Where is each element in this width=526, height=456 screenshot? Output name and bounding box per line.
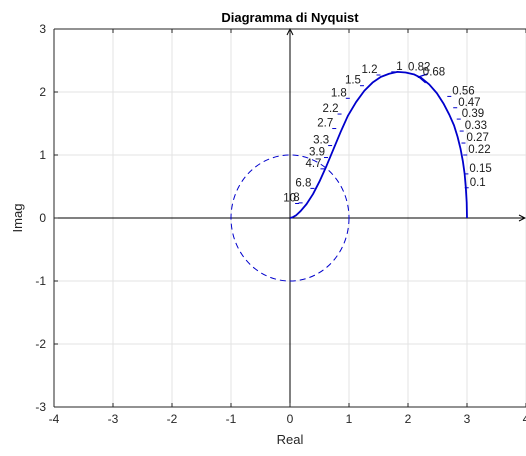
freq-label: 1 (396, 61, 402, 73)
x-tick-label: -4 (49, 412, 60, 426)
x-tick-label: -3 (108, 412, 119, 426)
freq-label: 0.68 (423, 67, 445, 79)
freq-label: 8 (293, 192, 299, 204)
x-tick-label: 4 (523, 412, 526, 426)
freq-label: 1.2 (362, 64, 378, 76)
freq-label: 3.3 (313, 135, 329, 147)
frequency-labels: 0.1 0.15 0.220.270.330.390.470.56 0.680.82 1… (283, 61, 492, 205)
freq-label: 4.7 (305, 158, 321, 170)
x-tick-label: 3 (464, 412, 471, 426)
freq-label: 0.22 (468, 144, 490, 156)
freq-label: 10 (283, 193, 296, 205)
freq-label: 0.39 (462, 108, 484, 120)
y-axis-title: Imag (10, 204, 25, 233)
freq-label: 1.8 (331, 87, 347, 99)
nyquist-curve (289, 70, 468, 219)
chart-title: Diagramma di Nyquist (221, 10, 359, 25)
x-tick-label: 0 (287, 412, 294, 426)
x-tick-label: -2 (167, 412, 178, 426)
y-tick-label: 0 (39, 211, 46, 225)
y-tick-label: -3 (35, 400, 46, 414)
series-group (230, 70, 468, 282)
freq-label: 0.1 (470, 177, 486, 189)
freq-label: 0.82 (408, 61, 430, 73)
freq-label: 2.7 (317, 118, 333, 130)
freq-label: 0.56 (452, 85, 474, 97)
direction-arrow (417, 73, 428, 84)
freq-label: 0.27 (466, 132, 488, 144)
freq-label: 0.15 (469, 163, 491, 175)
freq-label: 1.5 (345, 75, 361, 87)
unit-circle-dashed (230, 154, 350, 282)
y-tick-label: -1 (35, 274, 46, 288)
x-tick-label: 1 (346, 412, 353, 426)
y-tick-label: -2 (35, 337, 46, 351)
y-tick-label: 1 (39, 148, 46, 162)
plot-frame (53, 28, 526, 408)
real-axis-arrow (518, 214, 526, 222)
x-tick-label: 2 (405, 412, 412, 426)
freq-label: 6.8 (295, 177, 311, 189)
freq-label: 3.9 (309, 147, 325, 159)
freq-label: 2.2 (323, 103, 339, 115)
y-tick-label: 2 (39, 85, 46, 99)
y-tick-label: 3 (39, 22, 46, 36)
freq-label: 0.33 (465, 120, 487, 132)
x-tick-label: -1 (226, 412, 237, 426)
x-axis-title: Real (277, 432, 304, 447)
freq-label: 0.47 (458, 97, 480, 109)
